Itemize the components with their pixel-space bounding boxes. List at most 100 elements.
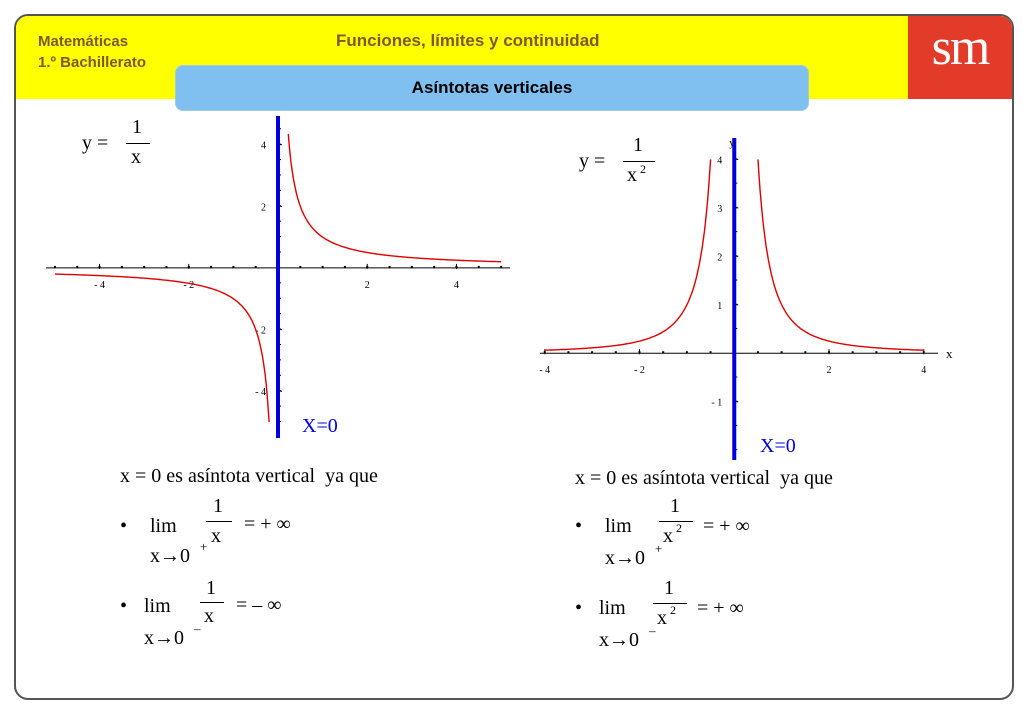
x-minor-tick xyxy=(433,265,436,268)
subject-name: Matemáticas xyxy=(38,33,129,50)
formula-right-num: 1 xyxy=(633,134,643,156)
bullet: • xyxy=(120,515,128,537)
fraction-bar xyxy=(200,602,224,603)
x-axis-name: x xyxy=(946,346,953,361)
limit-result: = + ∞ xyxy=(697,597,744,619)
formula-left-lhs: y = xyxy=(82,132,109,154)
bullet: • xyxy=(575,515,583,537)
x-minor-tick xyxy=(53,265,56,268)
fraction-bar xyxy=(653,603,687,604)
fraction-bar xyxy=(126,143,150,144)
y-tick-label: 4 xyxy=(717,155,722,166)
limit-under: x→0 xyxy=(144,627,184,649)
bullet: • xyxy=(120,595,128,617)
limit-den: x xyxy=(657,607,667,629)
curve-branch-right xyxy=(287,133,502,263)
x-minor-tick xyxy=(804,351,807,354)
limit-side: + xyxy=(655,541,663,556)
bullet: • xyxy=(575,597,583,619)
x-minor-tick xyxy=(899,351,902,354)
x-minor-tick xyxy=(662,351,665,354)
x-minor-tick xyxy=(851,351,854,354)
limit-den: x xyxy=(204,605,214,627)
asymptote-label: X=0 xyxy=(760,435,796,457)
limit-den: x xyxy=(663,525,673,547)
x-tick-label: 2 xyxy=(827,365,832,376)
y-tick-label: 2 xyxy=(261,202,266,213)
section-title: Asíntotas verticales xyxy=(411,78,573,97)
x-minor-tick xyxy=(477,265,480,268)
x-minor-tick xyxy=(143,265,146,268)
y-tick-label: 2 xyxy=(717,252,722,263)
limit-under: x→0 xyxy=(605,547,645,569)
x-minor-tick xyxy=(410,265,413,268)
subject-label: Matemáticas 1.º Bachillerato xyxy=(38,31,146,73)
course-name: 1.º Bachillerato xyxy=(38,54,147,71)
sm-logo: sm xyxy=(908,16,1012,99)
lim-label: lim xyxy=(599,597,626,619)
x-minor-tick xyxy=(500,265,503,268)
formula-left-num: 1 xyxy=(132,116,142,138)
formula-right-den: x xyxy=(627,164,637,186)
limit-under: x→0 xyxy=(150,545,190,567)
limit-num: 1 xyxy=(206,577,216,599)
x-minor-tick xyxy=(614,351,617,354)
x-minor-tick xyxy=(120,265,123,268)
asymptote-label: X=0 xyxy=(302,415,338,437)
y-tick-label: 3 xyxy=(717,204,722,215)
x-tick-label: 4 xyxy=(454,280,459,291)
limit-side: – xyxy=(649,623,656,638)
x-minor-tick xyxy=(254,265,257,268)
limit-side: – xyxy=(194,621,201,636)
limit-under: x→0 xyxy=(599,629,639,651)
y-tick-label: - 2 xyxy=(255,326,266,337)
x-tick-label: 4 xyxy=(921,365,926,376)
y-axis-name: y xyxy=(729,137,735,149)
limit-den-exp: 2 xyxy=(670,603,676,617)
x-tick-label: 2 xyxy=(365,280,370,291)
left-limit-1: • lim 1 x = + ∞ x→0 + xyxy=(120,495,380,575)
fraction-bar xyxy=(659,521,693,522)
limit-result: = + ∞ xyxy=(244,513,291,535)
limit-num: 1 xyxy=(670,495,680,517)
x-minor-tick xyxy=(685,351,688,354)
x-minor-tick xyxy=(321,265,324,268)
limit-den: x xyxy=(211,525,221,547)
x-minor-tick xyxy=(76,265,79,268)
formula-right-lhs: y = xyxy=(579,150,606,172)
fraction-bar xyxy=(623,161,655,162)
left-statement: x = 0 es asíntota vertical ya que xyxy=(120,465,378,487)
x-minor-tick xyxy=(875,351,878,354)
y-tick-label: 4 xyxy=(261,141,266,152)
slide-frame: Matemáticas 1.º Bachillerato Funciones, … xyxy=(14,14,1014,700)
x-minor-tick xyxy=(165,265,168,268)
limit-num: 1 xyxy=(664,577,674,599)
y-tick-label: - 4 xyxy=(255,387,266,398)
x-tick-label: - 4 xyxy=(539,365,550,376)
x-minor-tick xyxy=(299,265,302,268)
limit-side: + xyxy=(200,539,208,554)
left-limit-2: • lim 1 x = – ∞ x→0 – xyxy=(120,577,380,657)
x-tick-label: - 4 xyxy=(94,280,105,291)
fraction-bar xyxy=(206,521,232,522)
chart-reciprocal-square: - 4 - 2 2 4 - 1 1 2 3 4 X=0 x y xyxy=(539,137,953,460)
unit-title: Funciones, límites y continuidad xyxy=(336,31,600,50)
right-limit-2: • lim 1 x 2 = + ∞ x→0 – xyxy=(575,577,835,657)
y-tick-label: 1 xyxy=(717,301,722,312)
curve-branch-left xyxy=(54,273,270,423)
section-banner: Asíntotas verticales xyxy=(176,66,808,110)
x-minor-tick xyxy=(567,351,570,354)
x-minor-tick xyxy=(232,265,235,268)
curve-branch-right xyxy=(757,159,924,351)
formula-left-den: x xyxy=(131,146,141,168)
x-minor-tick xyxy=(709,351,712,354)
x-minor-tick xyxy=(591,351,594,354)
x-minor-tick xyxy=(756,351,759,354)
right-statement: x = 0 es asíntota vertical ya que xyxy=(575,467,833,489)
x-minor-tick xyxy=(210,265,213,268)
lim-label: lim xyxy=(605,515,632,537)
curve-branch-left xyxy=(544,159,712,351)
x-tick-label: - 2 xyxy=(183,280,194,291)
x-minor-tick xyxy=(388,265,391,268)
x-minor-tick xyxy=(343,265,346,268)
